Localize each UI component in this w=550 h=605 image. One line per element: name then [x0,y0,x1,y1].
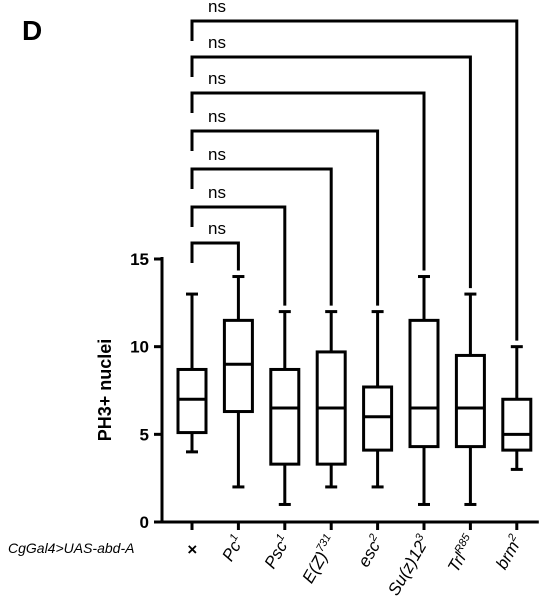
x-tick-label: esc2 [353,532,387,570]
iqr-box [362,385,394,452]
genotype-label: CgGal4>UAS-abd-A [8,540,134,556]
y-axis-label: PH3+ nuclei [95,339,115,442]
box-group [501,345,533,471]
comparison-bracket: ns [190,219,240,271]
box-group [362,310,394,489]
comparison-bracket: ns [190,69,426,271]
x-tick-label: Pc1 [218,532,248,564]
x-tick-label: brm2 [491,532,526,573]
significance-label: ns [208,183,226,202]
significance-label: ns [208,33,226,52]
box-group [454,292,486,506]
bracket-line [190,55,472,289]
significance-label: ns [208,0,226,16]
x-tick-label: TrlR85 [443,531,480,575]
iqr-box [408,318,440,449]
box-group [315,310,347,489]
significance-brackets: ns ns ns ns ns ns ns [190,0,519,341]
x-tick-label: × [187,540,197,559]
iqr-box [222,318,254,414]
significance-label: ns [208,219,226,238]
y-tick-label: 10 [130,338,149,357]
iqr-box [269,367,301,466]
box-group [269,310,301,506]
axes: 0 5 10 15 [130,250,539,532]
bracket-line [190,241,240,271]
x-tick-label: Psc1 [260,532,295,572]
iqr-box [454,353,486,449]
bracket-line [190,205,287,306]
comparison-bracket: ns [190,145,333,306]
bracket-line [190,167,333,306]
y-tick-label: 15 [130,250,149,269]
bracket-line [190,19,519,341]
boxes [176,275,533,506]
box-group [222,275,254,489]
significance-label: ns [208,69,226,88]
box-group [408,275,440,506]
comparison-bracket: ns [190,183,287,306]
significance-label: ns [208,145,226,164]
comparison-bracket: ns [190,107,380,306]
x-tick-label: Su(z)123 [383,531,434,599]
comparison-bracket: ns [190,0,519,341]
y-tick-label: 5 [140,425,149,444]
iqr-box [176,367,208,435]
bracket-line [190,129,380,306]
significance-label: ns [208,107,226,126]
box-group [176,292,208,454]
x-tick-label: E(Z)731 [298,532,341,587]
comparison-bracket: ns [190,33,472,289]
bracket-line [190,91,426,271]
y-tick-label: 0 [140,513,149,532]
iqr-box [501,397,533,452]
panel-letter: D [22,15,42,46]
